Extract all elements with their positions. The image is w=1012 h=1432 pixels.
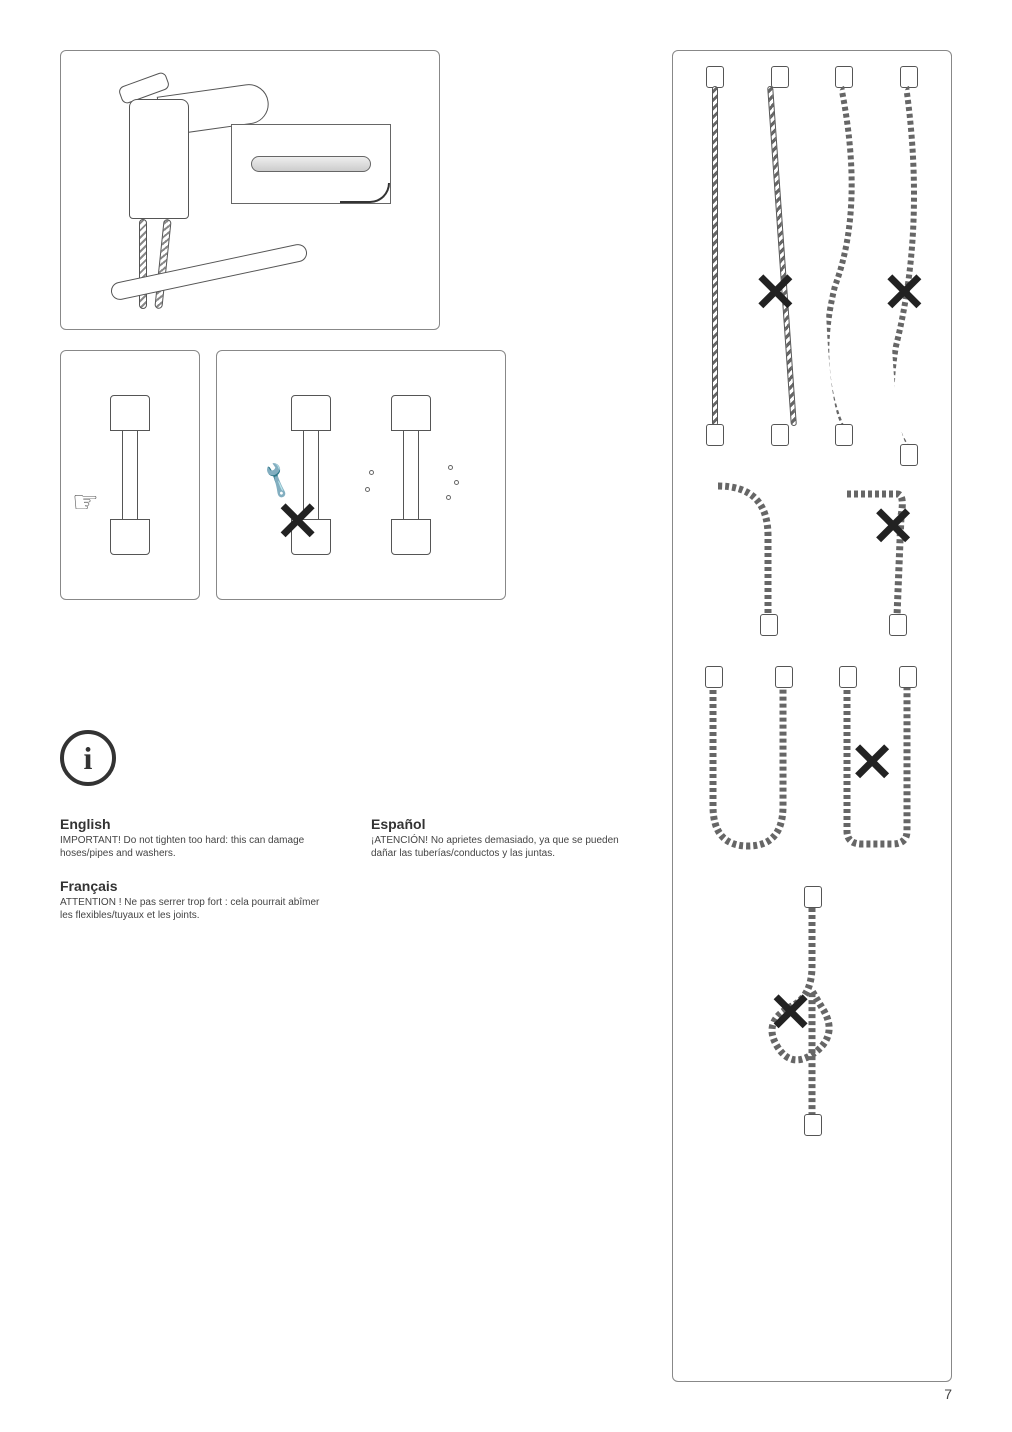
info-icon: i: [60, 730, 116, 786]
hose-incorrect: ✕: [752, 886, 872, 1136]
hose-row-loop: ✕: [683, 886, 941, 1146]
wrench-inset-diagram: [231, 124, 391, 204]
hose-row-ubend: ✕: [683, 666, 941, 866]
x-mark-icon: ✕: [275, 495, 320, 549]
water-drop-icon: [369, 470, 374, 475]
x-mark-icon: ✕: [850, 736, 895, 790]
hose-row-bent: ✕: [683, 476, 941, 646]
hose-correct: [693, 666, 803, 856]
hose-correct: [833, 66, 855, 446]
x-mark-icon: ✕: [753, 266, 798, 320]
hose-connector: 🔧 ✕: [281, 395, 341, 555]
english-block: English IMPORTANT! Do not tighten too ha…: [60, 816, 331, 860]
hose-routing-panel: ✕ ✕: [672, 50, 952, 1382]
hand-tighten-diagram: ☞: [60, 350, 200, 600]
hose-connector: ☞: [100, 395, 160, 555]
page-number: 7: [944, 1386, 952, 1402]
hose-correct: [698, 476, 798, 636]
supply-hose: [154, 219, 171, 309]
espanol-block: Español ¡ATENCIÓN! No aprietes demasiado…: [371, 816, 642, 860]
water-drop-icon: [365, 487, 370, 492]
x-mark-icon: ✕: [768, 986, 813, 1040]
info-letter: i: [84, 740, 93, 777]
hose-u-bend: [693, 666, 803, 856]
hose-incorrect: ✕: [769, 66, 791, 446]
water-drop-icon: [446, 495, 451, 500]
francais-body: ATTENTION ! Ne pas serrer trop fort : ce…: [60, 896, 331, 922]
hose-curve: [825, 86, 863, 426]
hose-incorrect: ✕: [898, 66, 920, 446]
hand-icon: ☞: [72, 485, 99, 520]
wrong-tighten-diagram: 🔧 ✕: [216, 350, 506, 600]
faucet-body: [129, 99, 189, 219]
faucet-sketch: [99, 79, 401, 301]
hose-incorrect: ✕: [822, 666, 932, 856]
water-drop-icon: [454, 480, 459, 485]
water-drop-icon: [448, 465, 453, 470]
faucet-assembly-diagram: [60, 50, 440, 330]
leaking-connector: [381, 395, 441, 555]
english-body: IMPORTANT! Do not tighten too hard: this…: [60, 834, 331, 860]
hose-correct: [704, 66, 726, 446]
francais-heading: Français: [60, 878, 331, 894]
wrench-icon: [251, 156, 371, 172]
x-mark-icon: ✕: [871, 500, 916, 554]
english-heading: English: [60, 816, 331, 832]
x-mark-icon: ✕: [882, 266, 927, 320]
hose-curve: [698, 476, 798, 636]
rotation-arrow-icon: [340, 183, 390, 203]
hose-incorrect: ✕: [827, 476, 927, 636]
hose-row-straight: ✕ ✕: [683, 66, 941, 456]
warning-text-section: English IMPORTANT! Do not tighten too ha…: [60, 816, 642, 940]
espanol-heading: Español: [371, 816, 642, 832]
francais-block: Français ATTENTION ! Ne pas serrer trop …: [60, 878, 331, 922]
espanol-body: ¡ATENCIÓN! No aprietes demasiado, ya que…: [371, 834, 642, 860]
